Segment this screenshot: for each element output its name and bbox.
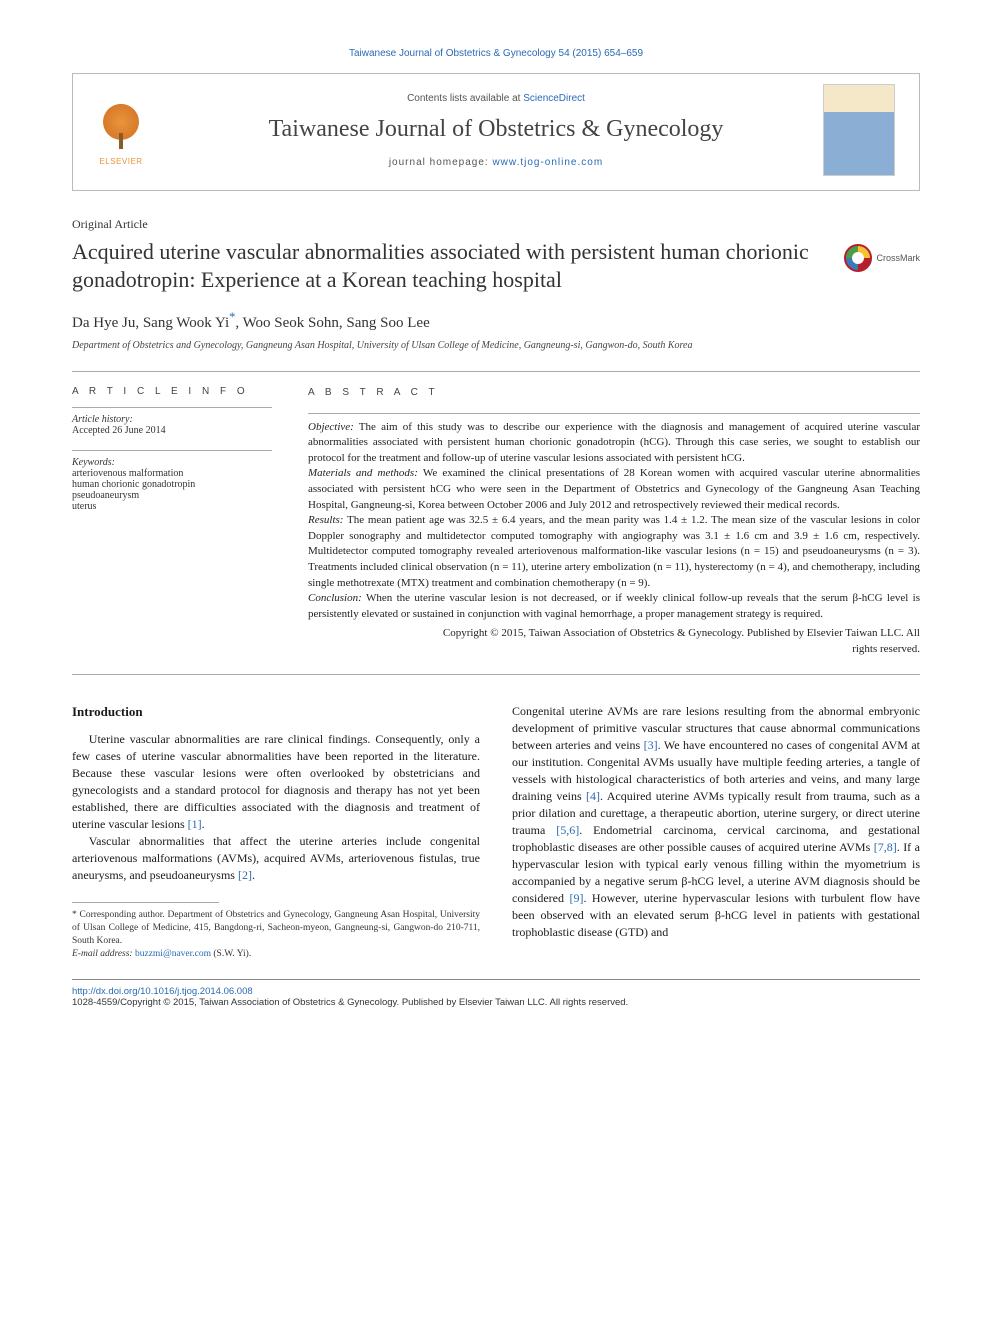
doi-link[interactable]: http://dx.doi.org/10.1016/j.tjog.2014.06… bbox=[72, 986, 253, 997]
elsevier-logo: ELSEVIER bbox=[89, 94, 153, 166]
copyright-line1: Copyright © 2015, Taiwan Association of … bbox=[443, 627, 920, 639]
ref-link-9[interactable]: [9] bbox=[569, 891, 583, 905]
elsevier-tree-icon bbox=[94, 103, 148, 157]
affiliation: Department of Obstetrics and Gynecology,… bbox=[72, 340, 920, 351]
article-info-column: A R T I C L E I N F O Article history: A… bbox=[72, 386, 272, 657]
body-p2-end: . bbox=[252, 868, 255, 882]
abstract-column: A B S T R A C T Objective: The aim of th… bbox=[308, 386, 920, 657]
abstract-copyright: Copyright © 2015, Taiwan Association of … bbox=[308, 626, 920, 657]
ref-link-4[interactable]: [4] bbox=[586, 789, 600, 803]
sciencedirect-link[interactable]: ScienceDirect bbox=[523, 93, 585, 104]
divider bbox=[72, 674, 920, 675]
journal-header-box: ELSEVIER Contents lists available at Sci… bbox=[72, 73, 920, 191]
journal-cover-thumbnail bbox=[823, 84, 895, 176]
keyword: uterus bbox=[72, 501, 272, 512]
abstract-objective-label: Objective: bbox=[308, 421, 354, 433]
email-who: (S.W. Yi). bbox=[211, 949, 251, 959]
body-p1: Uterine vascular abnormalities are rare … bbox=[72, 732, 480, 831]
abstract-methods-label: Materials and methods: bbox=[308, 467, 418, 479]
abstract-results-label: Results: bbox=[308, 514, 343, 526]
abstract-conclusion: When the uterine vascular lesion is not … bbox=[308, 592, 920, 620]
body-text: Introduction Uterine vascular abnormalit… bbox=[72, 703, 920, 961]
journal-reference: Taiwanese Journal of Obstetrics & Gyneco… bbox=[72, 48, 920, 59]
corresponding-email-link[interactable]: buzzmi@naver.com bbox=[135, 949, 211, 959]
introduction-heading: Introduction bbox=[72, 703, 480, 721]
copyright-line2: rights reserved. bbox=[852, 643, 920, 655]
body-p1-end: . bbox=[202, 817, 205, 831]
crossmark-label: CrossMark bbox=[876, 253, 920, 263]
page-footer: http://dx.doi.org/10.1016/j.tjog.2014.06… bbox=[72, 979, 920, 1008]
author-list: Da Hye Ju, Sang Wook Yi*, Woo Seok Sohn,… bbox=[72, 310, 920, 332]
email-label: E-mail address: bbox=[72, 949, 133, 959]
contents-prefix: Contents lists available at bbox=[407, 93, 523, 104]
journal-title: Taiwanese Journal of Obstetrics & Gyneco… bbox=[181, 116, 811, 143]
keyword: human chorionic gonadotropin bbox=[72, 479, 272, 490]
article-title: Acquired uterine vascular abnormalities … bbox=[72, 238, 824, 294]
authors-rest: , Woo Seok Sohn, Sang Soo Lee bbox=[235, 315, 429, 331]
ref-link-78[interactable]: [7,8] bbox=[874, 840, 897, 854]
body-p2: Vascular abnormalities that affect the u… bbox=[72, 834, 480, 882]
abstract-results: The mean patient age was 32.5 ± 6.4 year… bbox=[308, 514, 920, 588]
issn-copyright-line: 1028-4559/Copyright © 2015, Taiwan Assoc… bbox=[72, 997, 920, 1008]
corresponding-author-note: * Corresponding author. Department of Ob… bbox=[72, 909, 480, 947]
authors-first-group: Da Hye Ju, Sang Wook Yi bbox=[72, 315, 229, 331]
keyword: arteriovenous malformation bbox=[72, 468, 272, 479]
divider bbox=[308, 413, 920, 414]
contents-available-line: Contents lists available at ScienceDirec… bbox=[181, 93, 811, 104]
article-info-heading: A R T I C L E I N F O bbox=[72, 386, 272, 397]
keyword: pseudoaneurysm bbox=[72, 490, 272, 501]
footnote-separator bbox=[72, 902, 219, 903]
abstract-objective: The aim of this study was to describe ou… bbox=[308, 421, 920, 464]
elsevier-label: ELSEVIER bbox=[99, 157, 142, 166]
ref-link-3[interactable]: [3] bbox=[644, 738, 658, 752]
divider bbox=[72, 371, 920, 372]
divider bbox=[72, 407, 272, 408]
article-history-label: Article history: bbox=[72, 414, 272, 425]
divider bbox=[72, 450, 272, 451]
article-type: Original Article bbox=[72, 217, 920, 232]
ref-link-1[interactable]: [1] bbox=[188, 817, 202, 831]
keywords-label: Keywords: bbox=[72, 457, 272, 468]
homepage-line: journal homepage: www.tjog-online.com bbox=[181, 157, 811, 168]
abstract-heading: A B S T R A C T bbox=[308, 386, 920, 400]
ref-link-56[interactable]: [5,6] bbox=[556, 823, 579, 837]
article-history-value: Accepted 26 June 2014 bbox=[72, 425, 272, 436]
footnotes: * Corresponding author. Department of Ob… bbox=[72, 909, 480, 960]
homepage-prefix: journal homepage: bbox=[389, 157, 493, 168]
ref-link-2[interactable]: [2] bbox=[238, 868, 252, 882]
homepage-link[interactable]: www.tjog-online.com bbox=[492, 157, 603, 168]
crossmark-badge[interactable]: CrossMark bbox=[844, 244, 920, 272]
crossmark-icon bbox=[844, 244, 872, 272]
abstract-conclusion-label: Conclusion: bbox=[308, 592, 362, 604]
